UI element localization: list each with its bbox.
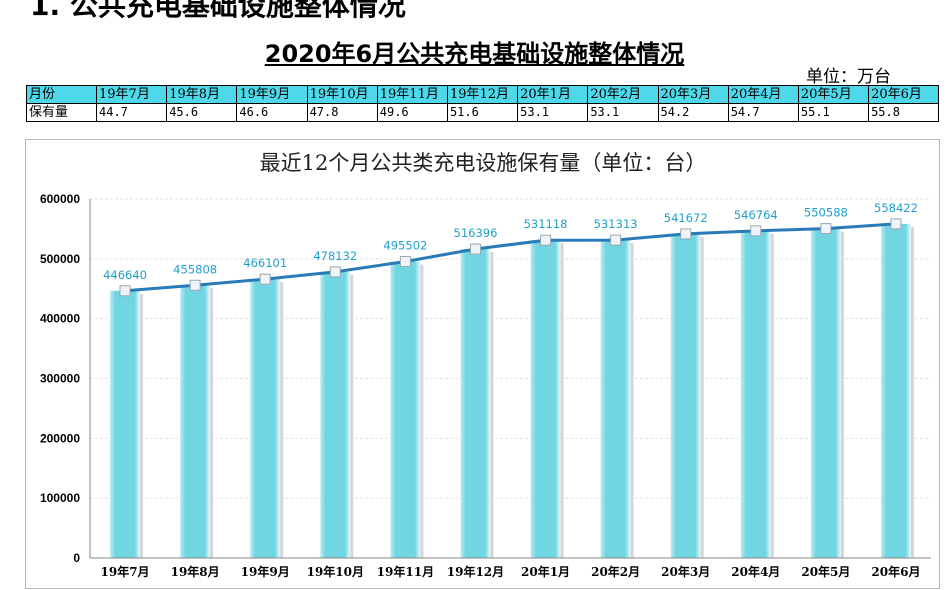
table-value-cell: 55.8 (868, 103, 940, 122)
x-tick-label: 20年1月 (521, 564, 570, 579)
table-header-row: 月份 19年7月 19年8月 19年9月 19年10月 19年11月 19年12月 20年1… (26, 85, 940, 104)
chart-container: 最近12个月公共类充电设施保有量（单位：台） 446640 455808 46610… (25, 139, 940, 589)
bar (460, 249, 491, 558)
line-marker (540, 234, 552, 246)
line-marker (750, 225, 762, 237)
table-value-cell: 53.1 (587, 103, 659, 122)
y-tick-label: 0 (73, 551, 80, 565)
line-marker (189, 279, 201, 291)
summary-table: 月份 19年7月 19年8月 19年9月 19年10月 19年11月 19年12月 20年1… (26, 85, 940, 122)
table-month-cell: 20年3月 (657, 85, 729, 104)
x-tick-label: 20年5月 (801, 564, 850, 579)
table-month-cell: 20年2月 (587, 85, 659, 104)
x-tick-label: 19年8月 (171, 564, 220, 579)
bar (880, 223, 911, 558)
data-label: 455808 (173, 262, 217, 276)
bar (810, 228, 841, 558)
line-marker (680, 228, 692, 240)
data-label: 516396 (454, 226, 498, 240)
data-label: 550588 (804, 206, 848, 220)
table-month-cell: 20年6月 (868, 85, 940, 104)
bar (530, 240, 561, 558)
data-label: 531313 (594, 217, 638, 231)
bar (600, 240, 631, 558)
bar (180, 285, 211, 558)
unit-label: 单位：万台 (806, 67, 891, 87)
table-value-cell: 51.6 (446, 103, 519, 122)
table-month-cell: 19年12月 (446, 85, 519, 104)
y-tick-label: 100000 (40, 491, 80, 505)
section-heading: 1. 公共充电基础设施整体情况 (30, 0, 406, 22)
data-label: 478132 (313, 249, 357, 263)
line-marker (469, 243, 481, 255)
x-tick-label: 20年2月 (591, 564, 640, 579)
bar (250, 279, 281, 558)
y-tick-label: 300000 (40, 372, 80, 386)
x-tick-label: 19年12月 (447, 564, 504, 579)
table-value-cell: 47.8 (306, 103, 378, 122)
data-label: 558422 (874, 201, 918, 215)
data-label: 495502 (383, 239, 427, 253)
table-value-cell: 49.6 (376, 103, 448, 122)
table-month-cell: 20年5月 (797, 85, 870, 104)
bar (670, 233, 701, 558)
table-month-cell: 19年7月 (95, 85, 168, 104)
table-header-label: 月份 (26, 85, 97, 104)
table-month-cell: 20年4月 (727, 85, 799, 104)
table-value-cell: 46.6 (236, 103, 308, 122)
x-tick-label: 19年10月 (307, 564, 364, 579)
table-value-cell: 54.7 (727, 103, 799, 122)
x-tick-label: 20年3月 (661, 564, 710, 579)
table-month-cell: 19年10月 (306, 85, 378, 104)
data-label: 541672 (664, 211, 708, 225)
table-value-cell: 44.7 (95, 103, 168, 122)
bar (740, 230, 771, 558)
y-tick-label: 200000 (40, 431, 80, 445)
x-tick-label: 20年6月 (871, 564, 920, 579)
line-marker (329, 266, 341, 278)
table-value-cell: 45.6 (166, 103, 238, 122)
line-marker (820, 223, 832, 235)
y-tick-label: 500000 (40, 252, 80, 266)
data-label: 531118 (524, 217, 568, 231)
y-tick-label: 600000 (40, 192, 80, 206)
table-row-label: 保有量 (26, 103, 97, 122)
bar (390, 261, 421, 558)
table-value-row: 保有量 44.7 45.6 46.6 47.8 49.6 51.6 53.1 53.1 54.2… (26, 103, 940, 122)
table-month-cell: 19年9月 (236, 85, 308, 104)
line-marker (890, 218, 902, 230)
bar (320, 271, 351, 558)
line-marker (399, 256, 411, 268)
y-tick-label: 400000 (40, 312, 80, 326)
line-marker (259, 273, 271, 285)
series-line (124, 222, 897, 293)
data-label: 546764 (734, 208, 778, 222)
table-month-cell: 20年1月 (517, 85, 589, 104)
x-tick-label: 19年7月 (101, 564, 150, 579)
table-month-cell: 19年8月 (166, 85, 238, 104)
x-tick-label: 20年4月 (731, 564, 780, 579)
line-marker (610, 234, 622, 246)
x-tick-label: 19年11月 (377, 564, 434, 579)
x-tick-label: 19年9月 (241, 564, 290, 579)
data-label: 446640 (103, 268, 147, 282)
line-marker (119, 285, 131, 297)
chart-title: 最近12个月公共类充电设施保有量（单位：台） (260, 151, 707, 175)
table-month-cell: 19年11月 (376, 85, 448, 104)
table-value-cell: 54.2 (657, 103, 729, 122)
table-value-cell: 53.1 (517, 103, 589, 122)
bar-line-chart: 最近12个月公共类充电设施保有量（单位：台） 446640 455808 46610… (40, 151, 931, 579)
table-value-cell: 55.1 (797, 103, 870, 122)
data-label: 466101 (243, 256, 287, 270)
bar (110, 290, 141, 558)
document-title: 2020年6月公共充电基础设施整体情况 (264, 40, 685, 68)
